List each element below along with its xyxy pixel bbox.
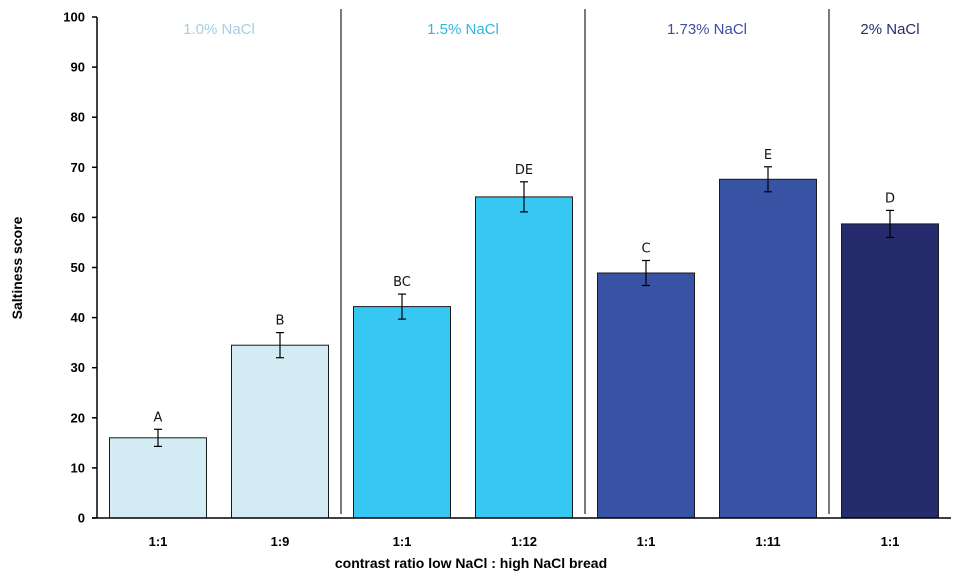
bar-6 [719,178,817,519]
significance-letter-5: C [641,242,650,257]
y-tick-label-10: 10 [71,460,85,475]
error-bar-6 [764,166,772,193]
significance-letter-2: B [276,314,285,329]
x-tick-label-1: 1:1 [149,534,168,549]
bar-7 [841,223,939,519]
y-tick-label-0: 0 [78,511,85,526]
bar-2 [231,344,329,519]
x-axis: 1:1 1:9 1:1 1:12 1:1 1:11 1:1 [92,517,951,549]
x-tick-label-4: 1:12 [511,534,537,549]
y-tick-label-60: 60 [71,210,85,225]
group-label-1: 1.0% NaCl [183,21,255,38]
x-tick-label-6: 1:11 [755,534,780,549]
error-bar-2 [276,332,284,359]
y-tick-label-40: 40 [71,310,85,325]
significance-letter-4: DE [515,163,533,178]
bar-3 [353,306,451,519]
y-tick-label-50: 50 [71,260,85,275]
error-bar-3 [398,293,406,320]
significance-letter-6: E [764,148,772,163]
error-bars [154,166,894,447]
group-label-2: 1.5% NaCl [427,21,499,38]
bars [109,178,939,519]
y-tick-label-30: 30 [71,360,85,375]
group-label-4: 2% NaCl [860,21,919,38]
significance-letter-1: A [154,410,163,425]
x-tick-label-7: 1:1 [881,534,900,549]
group-label-3: 1.73% NaCl [667,21,747,38]
y-axis-title: Saltiness score [9,216,25,319]
significance-letter-7: D [885,191,895,206]
y-tick-label-100: 100 [63,10,85,25]
x-tick-label-3: 1:1 [393,534,412,549]
error-bar-7 [886,209,894,238]
error-bar-4 [520,181,528,213]
group-labels: 1.0% NaCl 1.5% NaCl 1.73% NaCl 2% NaCl [183,21,919,38]
y-axis: 0 10 20 30 40 50 60 70 80 90 100 [63,10,98,526]
group-separators [340,9,830,514]
significance-letter-3: BC [393,275,411,290]
y-tick-label-20: 20 [71,410,85,425]
y-tick-label-80: 80 [71,110,85,125]
x-tick-label-2: 1:9 [271,534,290,549]
bar-5 [597,272,695,519]
error-bar-1 [154,428,162,447]
bar-4 [475,196,573,519]
y-tick-label-70: 70 [71,160,85,175]
x-axis-title: contrast ratio low NaCl : high NaCl brea… [335,555,607,571]
y-tick-label-90: 90 [71,60,85,75]
significance-letters: A B BC DE C E D [154,148,895,425]
bar-1 [109,437,207,519]
error-bar-5 [642,259,650,287]
x-tick-label-5: 1:1 [637,534,656,549]
